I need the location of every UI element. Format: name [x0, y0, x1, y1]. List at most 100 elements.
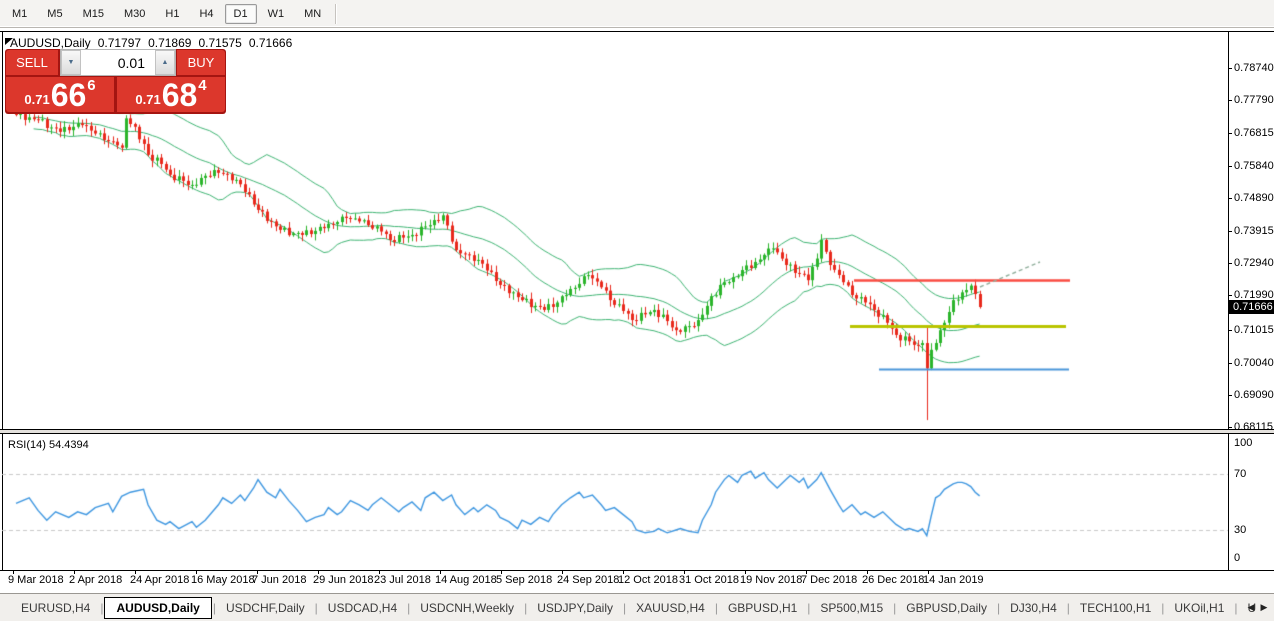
price-axis-tick: [1228, 330, 1232, 331]
date-axis-tick: [13, 570, 14, 574]
ohlc-high: 0.71869: [148, 36, 192, 50]
chart-tab-overflow[interactable]: U: [1247, 600, 1257, 615]
date-axis-tick: [318, 570, 319, 574]
price-axis-tick: [1228, 198, 1232, 199]
rsi-name: RSI(14): [8, 439, 46, 451]
ohlc-close: 0.71666: [248, 36, 293, 50]
ohlc-low: 0.71575: [198, 36, 242, 50]
date-axis-label: 7 Dec 2018: [801, 574, 858, 586]
chart-tab-usdjpy-daily[interactable]: USDJPY,Daily: [537, 600, 613, 615]
price-axis-label: 0.71990: [1234, 289, 1274, 301]
chart-tab-eurusd-h4[interactable]: EURUSD,H4: [21, 600, 91, 615]
sell-price-prefix: 0.71: [24, 92, 50, 107]
date-axis-label: 24 Sep 2018: [557, 574, 620, 586]
date-axis-label: 5 Sep 2018: [496, 574, 553, 586]
tab-separator: |: [623, 600, 627, 615]
price-axis-label: 0.74890: [1234, 192, 1274, 204]
price-axis-label: 0.75840: [1234, 160, 1274, 172]
timeframe-button-m1[interactable]: M1: [12, 7, 28, 20]
chart-symbol-label: AUDUSD,Daily: [10, 36, 91, 50]
current-price-flag: 0.71666: [1229, 300, 1274, 314]
timeframe-button-m5[interactable]: M5: [47, 7, 63, 20]
buy-button[interactable]: BUY: [177, 50, 225, 75]
date-axis-label: 2 Apr 2018: [69, 574, 123, 586]
tabs-scroll-left-icon[interactable]: ◀: [1247, 602, 1255, 612]
buy-price-button[interactable]: 0.71 68 4: [117, 77, 225, 112]
price-axis-tick: [1228, 295, 1232, 296]
buy-price-pip: 4: [198, 77, 207, 94]
tab-separator: |: [807, 600, 811, 615]
chart-tab-ukoil-h1[interactable]: UKOil,H1: [1174, 600, 1225, 615]
sell-price-main: 66: [50, 77, 87, 113]
chart-tab-sp500-m15[interactable]: SP500,M15: [820, 600, 884, 615]
chart-tab-tech100-h1[interactable]: TECH100,H1: [1079, 600, 1152, 615]
chart-tab-gbpusd-daily[interactable]: GBPUSD,Daily: [906, 600, 987, 615]
chart-tab-usdcad-h4[interactable]: USDCAD,H4: [327, 600, 398, 615]
sell-button[interactable]: SELL: [6, 50, 58, 75]
tab-separator: |: [407, 600, 411, 615]
date-axis-label: 24 Apr 2018: [130, 574, 190, 586]
timeframe-button-m15[interactable]: M15: [82, 7, 104, 20]
timeframe-button-m30[interactable]: M30: [123, 7, 146, 20]
chart-tab-usdcnh-weekly[interactable]: USDCNH,Weekly: [420, 600, 515, 615]
timeframe-button-mn[interactable]: MN: [304, 7, 322, 20]
timeframe-button-w1[interactable]: W1: [267, 7, 285, 20]
date-axis-tick: [562, 570, 563, 574]
price-axis-tick: [1228, 263, 1232, 264]
tab-separator: |: [893, 600, 897, 615]
date-axis-tick: [196, 570, 197, 574]
chart-tab-gbpusd-h1[interactable]: GBPUSD,H1: [727, 600, 798, 615]
rsi-axis-label: 70: [1234, 468, 1247, 480]
buy-price-main: 68: [161, 77, 198, 113]
timeframe-toolbar: M1 M5 M15 M30 H1 H4 D1 W1 MN: [0, 0, 1274, 28]
timeframe-button-d1[interactable]: D1: [224, 3, 257, 24]
date-axis-label: 9 Mar 2018: [8, 574, 64, 586]
rsi-axis-label: 0: [1234, 552, 1241, 564]
timeframe-button-h1[interactable]: H1: [165, 7, 180, 20]
date-axis-label: 29 Jun 2018: [313, 574, 374, 586]
chart-tab-audusd-daily[interactable]: AUDUSD,Daily: [104, 596, 212, 619]
price-axis-label: 0.71015: [1234, 324, 1274, 336]
chart-title: AUDUSD,Daily 0.71797 0.71869 0.71575 0.71666: [10, 36, 299, 50]
volume-increase-icon[interactable]: ▲: [155, 50, 175, 75]
volume-decrease-icon[interactable]: ▼: [61, 50, 81, 75]
tab-separator: |: [996, 600, 1001, 615]
date-axis-tick: [257, 570, 258, 574]
chart-tab-xauusd-h4[interactable]: XAUUSD,H4: [636, 600, 705, 615]
quick-trade-toggle-icon[interactable]: [5, 38, 13, 45]
volume-spinner: ▼ ▲: [60, 49, 176, 76]
tabs-scroll-right-icon[interactable]: ▶: [1260, 602, 1268, 612]
price-axis-tick: [1228, 427, 1232, 428]
tab-separator: |: [1161, 600, 1165, 615]
rsi-axis-label: 100: [1234, 437, 1253, 449]
rsi-axis-label: 30: [1234, 524, 1247, 536]
chart-frame-bottom: [0, 570, 1274, 571]
rsi-indicator-canvas[interactable]: [2, 434, 1228, 570]
timeframe-button-h4[interactable]: H4: [199, 7, 214, 20]
date-axis-label: 14 Aug 2018: [435, 574, 497, 586]
date-axis-label: 7 Jun 2018: [252, 574, 307, 586]
date-axis-label: 26 Dec 2018: [862, 574, 925, 586]
date-axis-tick: [928, 570, 929, 574]
tab-separator: |: [212, 600, 216, 615]
chart-tab-usdchf-daily[interactable]: USDCHF,Daily: [225, 600, 305, 615]
volume-input[interactable]: [81, 50, 155, 75]
pane-divider-handle[interactable]: [0, 430, 1274, 433]
price-axis-label: 0.69090: [1234, 389, 1274, 401]
chart-tab-dj30-h4[interactable]: DJ30,H4: [1010, 600, 1057, 615]
sell-price-button[interactable]: 0.71 66 6: [6, 77, 114, 112]
date-axis-label: 12 Oct 2018: [618, 574, 678, 586]
date-axis-tick: [806, 570, 807, 574]
tab-separator: |: [1234, 600, 1238, 615]
price-axis-label: 0.76815: [1234, 127, 1274, 139]
date-axis-tick: [684, 570, 685, 574]
date-axis-label: 23 Jul 2018: [374, 574, 431, 586]
price-axis-tick: [1228, 363, 1232, 364]
price-axis-tick: [1228, 68, 1232, 69]
price-axis-label: 0.72940: [1234, 257, 1274, 269]
one-click-trading-panel: SELL ▼ ▲ BUY 0.71 66 6 0.71 68 4: [5, 49, 226, 114]
date-axis-tick: [501, 570, 502, 574]
date-axis-tick: [745, 570, 746, 574]
price-axis-tick: [1228, 133, 1232, 134]
price-axis-tick: [1228, 166, 1232, 167]
